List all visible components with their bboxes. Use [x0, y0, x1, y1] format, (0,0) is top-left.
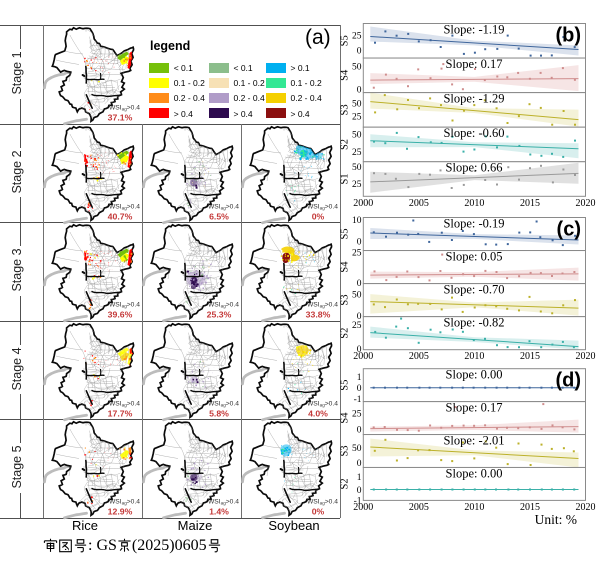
svg-text:(c): (c): [557, 219, 581, 241]
svg-text:0: 0: [357, 384, 362, 394]
svg-text:50: 50: [352, 62, 362, 72]
svg-text:50: 50: [352, 444, 362, 454]
svg-text:S4: S4: [340, 261, 351, 273]
svg-text:Slope: -0.19: Slope: -0.19: [443, 217, 504, 231]
svg-text:50: 50: [352, 99, 362, 109]
svg-text:0: 0: [357, 426, 362, 436]
svg-text:Slope: -1.19: Slope: -1.19: [443, 23, 504, 37]
svg-text:2005: 2005: [409, 198, 429, 209]
svg-text:-1: -1: [354, 496, 362, 506]
svg-text:0: 0: [357, 459, 362, 469]
svg-text:2000: 2000: [353, 198, 373, 209]
svg-text:0: 0: [357, 46, 362, 56]
svg-text:WSIag>0.4: WSIag>0.4: [208, 203, 239, 210]
svg-text:25: 25: [352, 249, 362, 259]
svg-text:37.1%: 37.1%: [107, 112, 132, 122]
svg-text:39.6%: 39.6%: [107, 309, 132, 319]
svg-text:Slope: 0.17: Slope: 0.17: [446, 401, 503, 415]
svg-text:Slope: 0.17: Slope: 0.17: [446, 57, 503, 71]
svg-text:S2: S2: [340, 139, 351, 150]
svg-text:WSIag>0.4: WSIag>0.4: [307, 203, 338, 210]
svg-text:2015: 2015: [520, 198, 540, 209]
svg-text:(b): (b): [555, 25, 581, 47]
svg-text:S5: S5: [340, 228, 351, 239]
svg-text:0: 0: [357, 345, 362, 355]
svg-text:S2: S2: [340, 328, 351, 339]
svg-text:0%: 0%: [312, 506, 325, 516]
svg-text:Slope: -0.70: Slope: -0.70: [443, 283, 504, 297]
svg-text:0: 0: [357, 279, 362, 289]
svg-text:-1: -1: [354, 395, 362, 405]
svg-text:50: 50: [352, 163, 362, 173]
svg-text:2020: 2020: [576, 502, 596, 513]
svg-text:5.8%: 5.8%: [209, 408, 229, 418]
svg-text:25: 25: [352, 31, 362, 41]
svg-text:(d): (d): [555, 370, 581, 392]
svg-text:WSIag>0.4: WSIag>0.4: [109, 104, 140, 111]
svg-text:Slope: 0.05: Slope: 0.05: [446, 250, 503, 264]
svg-text:Slope: 0.66: Slope: 0.66: [446, 161, 503, 175]
svg-text:0: 0: [357, 486, 362, 496]
svg-text:Slope: 0.00: Slope: 0.00: [446, 467, 503, 481]
svg-text:WSIag>0.4: WSIag>0.4: [109, 301, 140, 308]
svg-text:2015: 2015: [520, 502, 540, 513]
svg-text:2005: 2005: [409, 502, 429, 513]
svg-text:25.3%: 25.3%: [206, 309, 231, 319]
svg-text:S2: S2: [340, 478, 351, 489]
svg-text:2010: 2010: [464, 198, 484, 209]
svg-text:WSIag>0.4: WSIag>0.4: [307, 400, 338, 407]
svg-text:0: 0: [357, 85, 362, 95]
svg-text:S3: S3: [340, 104, 351, 115]
svg-text:2010: 2010: [464, 502, 484, 513]
svg-text:25: 25: [352, 112, 362, 122]
svg-text:1.4%: 1.4%: [209, 506, 229, 516]
svg-text:WSIag>0.4: WSIag>0.4: [109, 400, 140, 407]
svg-text:1: 1: [357, 373, 362, 383]
svg-text:WSIag>0.4: WSIag>0.4: [109, 203, 140, 210]
svg-text:Slope: 0.00: Slope: 0.00: [446, 368, 503, 382]
svg-text:2010: 2010: [464, 351, 484, 362]
svg-text:10: 10: [352, 216, 362, 226]
svg-text:12.9%: 12.9%: [107, 506, 132, 516]
svg-text:WSIag>0.4: WSIag>0.4: [208, 301, 239, 308]
svg-text:25: 25: [352, 409, 362, 419]
svg-text:S3: S3: [340, 295, 351, 306]
svg-text:33.8%: 33.8%: [305, 309, 330, 319]
svg-text:40.7%: 40.7%: [107, 211, 132, 221]
svg-text:2015: 2015: [520, 351, 540, 362]
svg-text:0: 0: [357, 238, 362, 248]
svg-text:S3: S3: [340, 445, 351, 456]
svg-text:2005: 2005: [409, 351, 429, 362]
svg-text:WSIag>0.4: WSIag>0.4: [208, 400, 239, 407]
svg-text:2020: 2020: [576, 351, 596, 362]
svg-text:S5: S5: [340, 380, 351, 391]
svg-text:50: 50: [352, 291, 362, 301]
svg-text:1: 1: [357, 473, 362, 483]
svg-text:S5: S5: [340, 35, 351, 46]
svg-text:4.0%: 4.0%: [308, 408, 328, 418]
svg-text:25: 25: [352, 148, 362, 158]
svg-text:0: 0: [357, 312, 362, 322]
svg-text:S4: S4: [340, 412, 351, 424]
svg-text:S1: S1: [340, 173, 351, 184]
svg-text:2000: 2000: [353, 351, 373, 362]
svg-text:6.5%: 6.5%: [209, 211, 229, 221]
svg-text:WSIag>0.4: WSIag>0.4: [307, 498, 338, 505]
svg-text:Slope: -2.01: Slope: -2.01: [443, 434, 504, 448]
svg-text:Slope: -0.60: Slope: -0.60: [443, 126, 504, 140]
svg-text:WSIag>0.4: WSIag>0.4: [307, 301, 338, 308]
svg-text:25: 25: [352, 180, 362, 190]
svg-text:2020: 2020: [576, 198, 596, 209]
svg-text:50: 50: [352, 131, 362, 141]
svg-text:Slope: -0.82: Slope: -0.82: [443, 316, 504, 330]
svg-text:WSIag>0.4: WSIag>0.4: [208, 498, 239, 505]
svg-text:Unit: %: Unit: %: [535, 512, 577, 527]
svg-text:Slope: -1.29: Slope: -1.29: [443, 92, 504, 106]
svg-text:17.7%: 17.7%: [107, 408, 132, 418]
svg-text:WSIag>0.4: WSIag>0.4: [109, 498, 140, 505]
svg-text:0%: 0%: [312, 211, 325, 221]
svg-text:2000: 2000: [353, 502, 373, 513]
svg-text:S4: S4: [340, 69, 351, 81]
svg-text:25: 25: [352, 321, 362, 331]
